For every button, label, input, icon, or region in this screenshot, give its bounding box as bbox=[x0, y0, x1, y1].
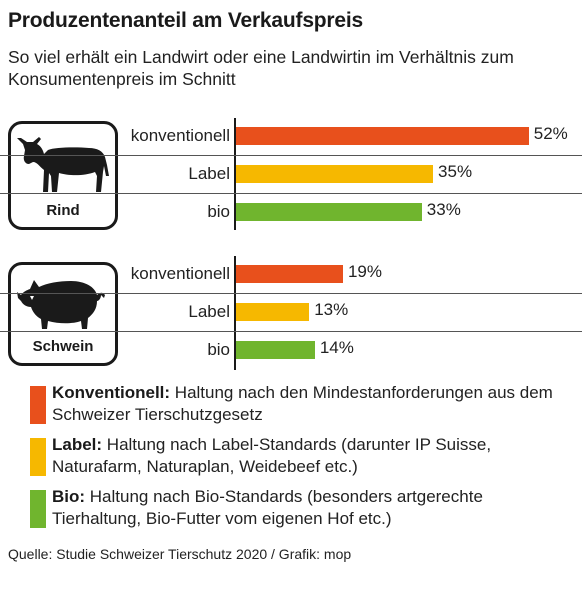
legend-swatch-label bbox=[30, 438, 46, 476]
bar-rind-bio bbox=[236, 203, 422, 221]
legend-text-bio: Bio: Haltung nach Bio-Standards (besonde… bbox=[52, 486, 572, 530]
category-label: bio bbox=[207, 340, 230, 359]
group-rind: Rind konventionell 52% Label 35% bio 33% bbox=[0, 118, 582, 230]
legend-description: Haltung nach den Mindestanforderungen au… bbox=[52, 383, 553, 424]
legend-swatch-konventionell bbox=[30, 386, 46, 424]
legend-text-label: Label: Haltung nach Label-Standards (dar… bbox=[52, 434, 572, 478]
bar-rind-konventionell bbox=[236, 127, 529, 145]
value-label: 14% bbox=[319, 338, 354, 357]
pig-icon bbox=[17, 280, 105, 329]
legend-title: Bio: bbox=[52, 487, 86, 506]
bar-row-schwein-bio: bio 14% bbox=[0, 332, 582, 370]
bar-schwein-bio bbox=[236, 341, 315, 359]
chart-title: Produzentenanteil am Verkaufspreis bbox=[8, 9, 363, 32]
value-label: 35% bbox=[438, 162, 473, 181]
legend-title: Konventionell: bbox=[52, 383, 171, 402]
category-label: Label bbox=[188, 302, 230, 321]
schwein-icon-box: Schwein bbox=[8, 262, 118, 366]
bar-schwein-konventionell bbox=[236, 265, 343, 283]
value-label: 19% bbox=[347, 262, 382, 281]
legend-description: Haltung nach Label-Standards (darunter I… bbox=[52, 435, 492, 476]
schwein-label: Schwein bbox=[32, 338, 94, 355]
value-label: 52% bbox=[533, 124, 568, 143]
value-label: 33% bbox=[426, 200, 461, 219]
bar-row-rind-label: Label 35% bbox=[0, 156, 582, 194]
bar-row-rind-konventionell: konventionell 52% bbox=[0, 118, 582, 156]
bar-schwein-label bbox=[236, 303, 310, 321]
group-schwein: Schwein konventionell 19% Label 13% bio … bbox=[0, 256, 582, 370]
rind-axis bbox=[124, 118, 236, 230]
category-label: konventionell bbox=[130, 126, 230, 145]
bar-row-schwein-label: Label 13% bbox=[0, 294, 582, 332]
bar-row-schwein-konventionell: konventionell 19% bbox=[0, 256, 582, 294]
rind-label: Rind bbox=[46, 202, 80, 219]
bar-row-rind-bio: bio 33% bbox=[0, 194, 582, 232]
legend-description: Haltung nach Bio-Standards (besonders ar… bbox=[52, 487, 483, 528]
legend-swatch-bio bbox=[30, 490, 46, 528]
bar-rind-label bbox=[236, 165, 434, 183]
rind-icon-box: Rind bbox=[8, 121, 118, 230]
category-label: konventionell bbox=[130, 264, 230, 283]
cow-icon bbox=[17, 137, 109, 192]
legend-title: Label: bbox=[52, 435, 103, 454]
value-label: 13% bbox=[314, 300, 349, 319]
category-label: bio bbox=[207, 202, 230, 221]
category-label: Label bbox=[188, 164, 230, 183]
source-credit: Quelle: Studie Schweizer Tierschutz 2020… bbox=[8, 546, 352, 562]
schwein-axis bbox=[124, 256, 236, 370]
legend-text-konventionell: Konventionell: Haltung nach den Mindesta… bbox=[52, 382, 572, 426]
chart-subtitle: So viel erhält ein Landwirt oder eine La… bbox=[8, 47, 514, 89]
